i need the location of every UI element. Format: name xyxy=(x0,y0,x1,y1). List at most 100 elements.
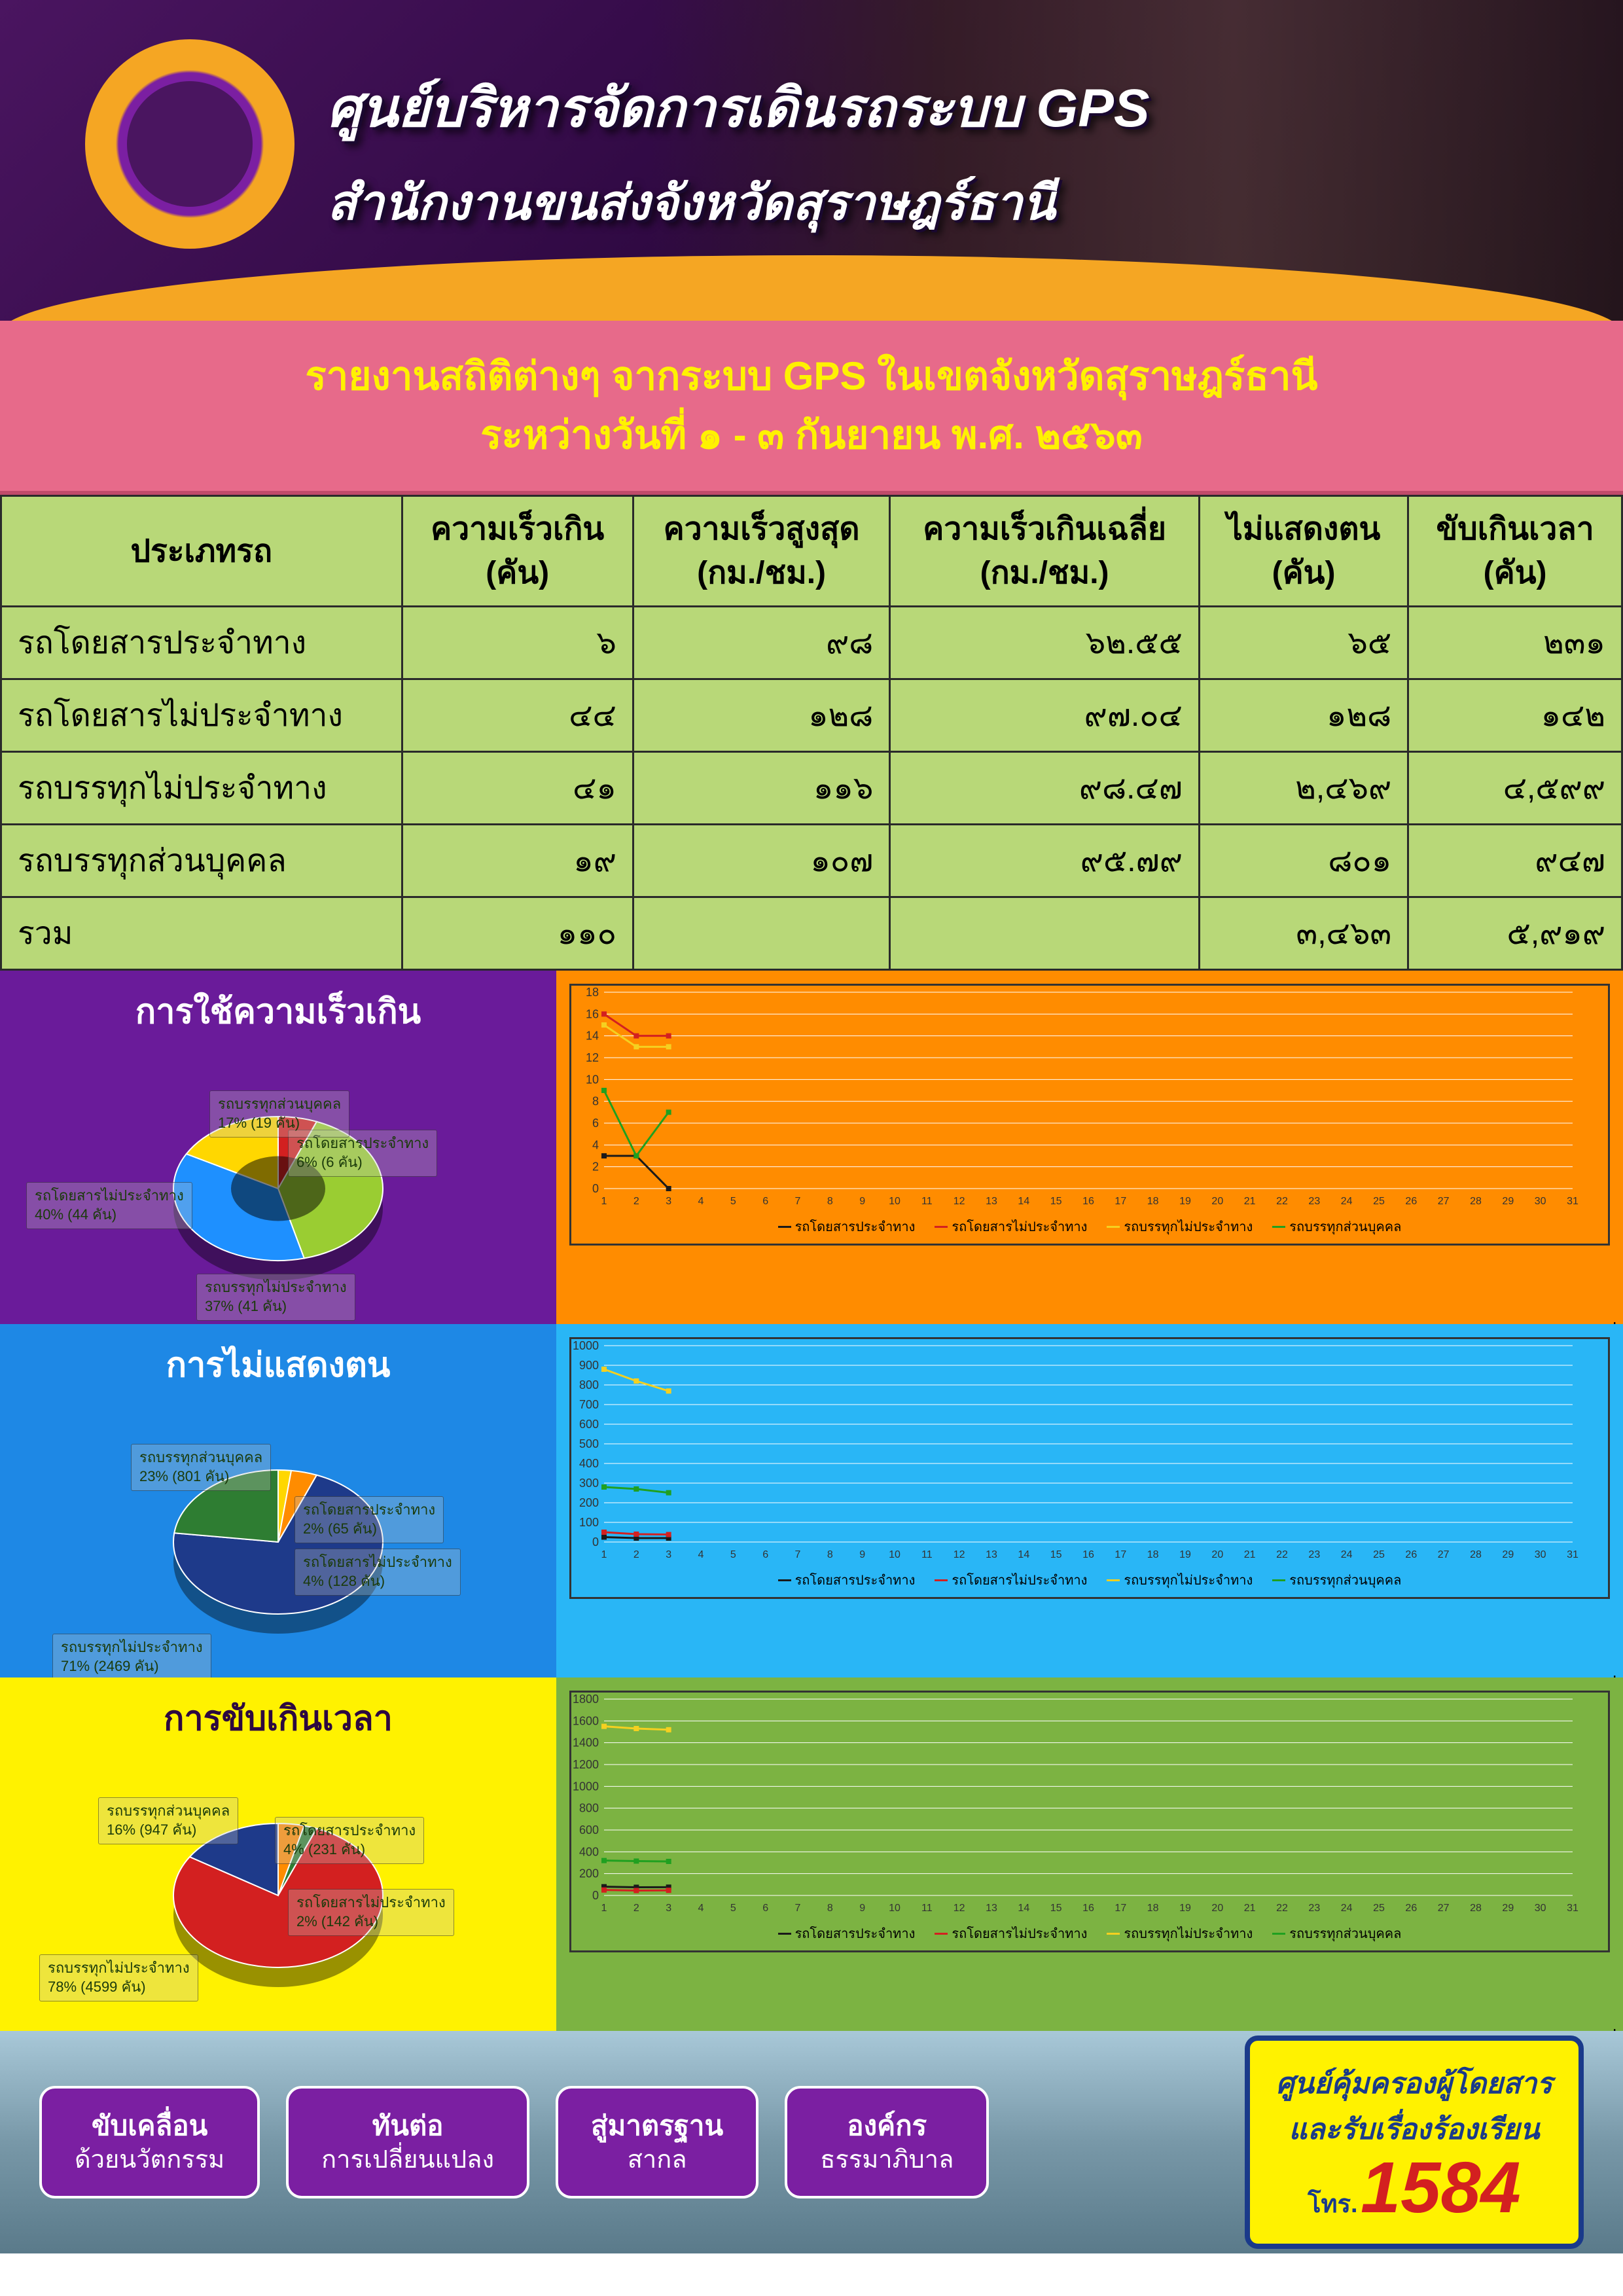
line-chart-svg: 0246810121416181234567891011121314151617… xyxy=(571,986,1586,1221)
hotline-line1: ศูนย์คุ้มครองผู้โดยสาร xyxy=(1276,2060,1552,2106)
svg-text:500: 500 xyxy=(579,1437,599,1450)
svg-text:12: 12 xyxy=(954,1903,965,1914)
footer-slogan-button: ทันต่อการเปลี่ยนแปลง xyxy=(286,2086,529,2198)
svg-text:29: 29 xyxy=(1502,1549,1514,1560)
svg-text:7: 7 xyxy=(795,1903,801,1914)
chart-section: การขับเกินเวลารถโดยสารประจำทาง4% (231 คั… xyxy=(0,1677,1623,2031)
svg-text:28: 28 xyxy=(1470,1196,1482,1207)
legend-item: รถบรรทุกไม่ประจำทาง xyxy=(1107,1923,1253,1944)
svg-text:300: 300 xyxy=(579,1477,599,1490)
legend-item: รถบรรทุกส่วนบุคคล xyxy=(1272,1923,1401,1944)
legend-item: รถบรรทุกไม่ประจำทาง xyxy=(1107,1216,1253,1237)
table-cell: ๓,๔๖๓ xyxy=(1199,897,1408,970)
svg-text:4: 4 xyxy=(698,1549,704,1560)
svg-text:22: 22 xyxy=(1276,1549,1288,1560)
svg-text:16: 16 xyxy=(1082,1903,1094,1914)
pie-callout: รถบรรทุกไม่ประจำทาง71% (2469 คัน) xyxy=(52,1634,211,1680)
svg-text:12: 12 xyxy=(954,1549,965,1560)
legend-item: รถโดยสารประจำทาง xyxy=(778,1570,916,1590)
svg-text:5: 5 xyxy=(730,1903,736,1914)
svg-text:20: 20 xyxy=(1211,1196,1223,1207)
svg-text:15: 15 xyxy=(1050,1903,1062,1914)
pie-wrap: รถโดยสารประจำทาง2% (65 คัน)รถโดยสารไม่ปร… xyxy=(13,1405,543,1679)
svg-text:6: 6 xyxy=(762,1549,768,1560)
svg-text:7: 7 xyxy=(795,1549,801,1560)
footer-slogan-button: สู่มาตรฐานสากล xyxy=(556,2086,758,2198)
svg-text:14: 14 xyxy=(586,1030,599,1043)
svg-text:4: 4 xyxy=(592,1139,599,1152)
svg-text:14: 14 xyxy=(1018,1196,1029,1207)
svg-text:5: 5 xyxy=(730,1549,736,1560)
svg-text:700: 700 xyxy=(579,1398,599,1411)
svg-text:400: 400 xyxy=(579,1846,599,1859)
svg-text:12: 12 xyxy=(586,1051,599,1064)
table-cell: ๙๔๗ xyxy=(1408,825,1622,897)
svg-text:600: 600 xyxy=(579,1418,599,1431)
svg-text:22: 22 xyxy=(1276,1196,1288,1207)
svg-text:9: 9 xyxy=(859,1549,865,1560)
legend-item: รถโดยสารประจำทาง xyxy=(778,1923,916,1944)
legend-item: รถโดยสารไม่ประจำทาง xyxy=(935,1570,1087,1590)
pie-callout: รถโดยสารประจำทาง4% (231 คัน) xyxy=(275,1817,424,1863)
svg-text:6: 6 xyxy=(592,1117,599,1130)
pie-callout: รถบรรทุกส่วนบุคคล16% (947 คัน) xyxy=(98,1797,238,1844)
table-cell: ๘๐๑ xyxy=(1199,825,1408,897)
table-cell: ๑๐๗ xyxy=(633,825,889,897)
line-chart: 0200400600800100012001400160018001234567… xyxy=(569,1691,1610,1952)
table-cell: ๑๑๐ xyxy=(402,897,633,970)
svg-text:2: 2 xyxy=(633,1903,639,1914)
chart-legend: รถโดยสารประจำทางรถโดยสารไม่ประจำทางรถบรร… xyxy=(571,1923,1608,1944)
table-cell: ๔๑ xyxy=(402,752,633,825)
svg-text:28: 28 xyxy=(1470,1903,1482,1914)
svg-text:31: 31 xyxy=(1567,1196,1578,1207)
svg-text:27: 27 xyxy=(1438,1903,1450,1914)
svg-text:30: 30 xyxy=(1535,1196,1546,1207)
svg-text:17: 17 xyxy=(1115,1549,1126,1560)
svg-text:19: 19 xyxy=(1179,1549,1191,1560)
chart-section: การไม่แสดงตนรถโดยสารประจำทาง2% (65 คัน)ร… xyxy=(0,1324,1623,1677)
table-cell: รถโดยสารไม่ประจำทาง xyxy=(1,679,402,752)
table-cell: ๑๒๘ xyxy=(633,679,889,752)
svg-text:0: 0 xyxy=(592,1535,599,1549)
table-cell: ๒๓๑ xyxy=(1408,607,1622,679)
hotline-tel: โทร. 1584 xyxy=(1276,2152,1552,2224)
svg-text:1: 1 xyxy=(601,1903,607,1914)
svg-text:19: 19 xyxy=(1179,1903,1191,1914)
svg-text:3: 3 xyxy=(666,1549,671,1560)
chart-section: การใช้ความเร็วเกินรถโดยสารประจำทาง6% (6 … xyxy=(0,971,1623,1324)
legend-item: รถโดยสารประจำทาง xyxy=(778,1216,916,1237)
svg-text:26: 26 xyxy=(1405,1549,1417,1560)
svg-text:1400: 1400 xyxy=(573,1736,599,1749)
table-cell: ๕,๙๑๙ xyxy=(1408,897,1622,970)
footer-slogan-button: ขับเคลื่อนด้วยนวัตกรรม xyxy=(39,2086,260,2198)
svg-text:0: 0 xyxy=(592,1182,599,1195)
svg-text:400: 400 xyxy=(579,1457,599,1470)
pie-callout: รถโดยสารไม่ประจำทาง40% (44 คัน) xyxy=(26,1182,192,1229)
legend-item: รถบรรทุกไม่ประจำทาง xyxy=(1107,1570,1253,1590)
table-header: ขับเกินเวลา(คัน) xyxy=(1408,496,1622,607)
table-cell: ๑๒๘ xyxy=(1199,679,1408,752)
svg-text:2: 2 xyxy=(633,1196,639,1207)
header-title-line1: ศูนย์บริหารจัดการเดินรถระบบ GPS xyxy=(327,65,1150,151)
line-panel: 0100200300400500600700800900100012345678… xyxy=(556,1324,1623,1677)
svg-text:11: 11 xyxy=(921,1196,933,1207)
svg-text:8: 8 xyxy=(827,1903,833,1914)
svg-text:6: 6 xyxy=(762,1196,768,1207)
stats-table: ประเภทรถความเร็วเกิน(คัน)ความเร็วสูงสุด(… xyxy=(0,495,1623,971)
table-cell: ๖๒.๕๕ xyxy=(890,607,1200,679)
table-cell: ๑๔๒ xyxy=(1408,679,1622,752)
line-chart-svg: 0200400600800100012001400160018001234567… xyxy=(571,1693,1586,1928)
table-header: ความเร็วสูงสุด(กม./ชม.) xyxy=(633,496,889,607)
svg-text:10: 10 xyxy=(889,1196,901,1207)
svg-text:24: 24 xyxy=(1341,1903,1353,1914)
svg-text:10: 10 xyxy=(889,1903,901,1914)
svg-text:21: 21 xyxy=(1244,1549,1256,1560)
svg-text:8: 8 xyxy=(827,1196,833,1207)
chart-title: การใช้ความเร็วเกิน xyxy=(13,984,543,1038)
svg-text:17: 17 xyxy=(1115,1903,1126,1914)
chart-legend: รถโดยสารประจำทาง รถโดยสารไม่ประจำทาง รถบรร… xyxy=(571,1570,1608,1590)
pie-callout: รถบรรทุกส่วนบุคคล17% (19 คัน) xyxy=(209,1090,349,1137)
svg-text:1: 1 xyxy=(601,1196,607,1207)
svg-text:26: 26 xyxy=(1405,1196,1417,1207)
svg-text:800: 800 xyxy=(579,1802,599,1815)
